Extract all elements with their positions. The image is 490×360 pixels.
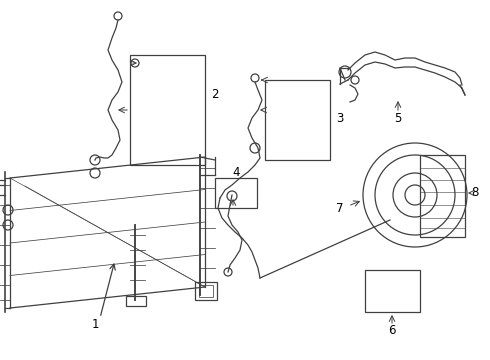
Text: 6: 6 [388,324,396,337]
Bar [420,155,465,237]
Bar [199,285,213,297]
Text: 2: 2 [211,89,219,102]
Bar [215,178,257,208]
Bar [126,296,146,306]
Text: 5: 5 [394,112,402,125]
Text: 1: 1 [91,319,99,332]
Bar [130,55,205,165]
Text: 3: 3 [336,112,343,125]
Text: 8: 8 [471,186,479,199]
Text: 7: 7 [336,202,344,215]
Bar [195,282,217,300]
Bar [365,270,420,312]
Bar [265,80,330,160]
Text: 4: 4 [232,166,240,180]
